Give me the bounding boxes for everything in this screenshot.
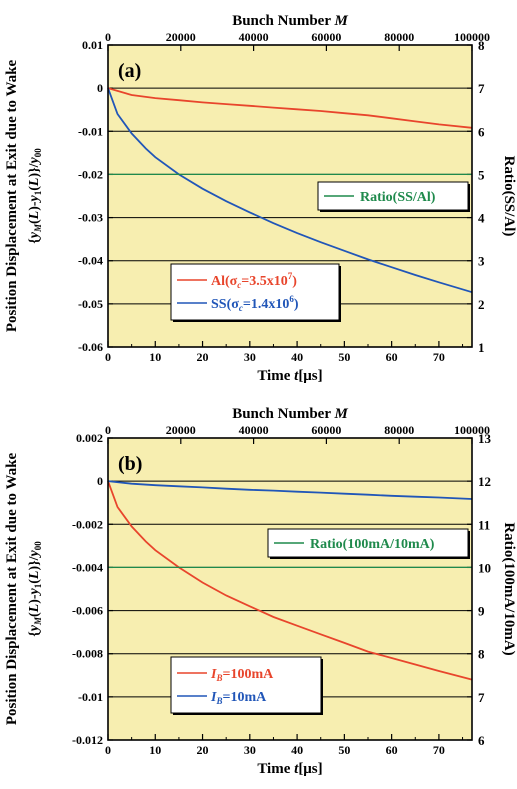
panel-label: (b) (118, 453, 142, 475)
y2-axis-title: Ratio(SS/Al) (501, 156, 517, 237)
y-tick-label: -0.04 (78, 254, 103, 268)
plot-frame (107, 437, 473, 741)
y2-tick-label: 8 (478, 38, 485, 53)
top-tick-label: 100000 (454, 423, 490, 437)
top-axis-title: Bunch Number M (232, 406, 348, 422)
y2-tick-label: 4 (478, 211, 485, 226)
y2-tick-label: 7 (478, 81, 485, 96)
x-tick-label: 0 (105, 743, 111, 757)
y-tick-label: -0.004 (72, 560, 103, 574)
y-tick-label: -0.06 (78, 340, 103, 354)
top-tick-label: 60000 (311, 423, 341, 437)
top-tick-label: 20000 (166, 423, 196, 437)
legend-ratio-box (317, 181, 469, 211)
top-axis-title: Bunch Number M (232, 13, 348, 29)
x-axis-title: Time t[μs] (257, 368, 322, 384)
y2-tick-label: 1 (478, 340, 485, 355)
chart-panel-b: 0.002 13 0 12 -0.002 11 -0.004 10 -0.006 9 -0.008 8… (4, 406, 517, 777)
x-tick-label: 60 (386, 350, 398, 364)
y2-tick-label: 10 (478, 560, 491, 575)
series-line-1 (107, 480, 473, 500)
x-tick-label: 70 (433, 743, 445, 757)
y-tick-label: -0.012 (72, 733, 103, 747)
top-tick-label: 80000 (384, 423, 414, 437)
legend-main-box (170, 263, 340, 321)
top-tick-label: 0 (105, 423, 111, 437)
y2-tick-label: 11 (478, 517, 490, 532)
y-tick-label: -0.03 (78, 211, 103, 225)
y-tick-label: -0.01 (78, 124, 103, 138)
top-tick-label: 60000 (311, 30, 341, 44)
x-tick-label: 50 (338, 350, 350, 364)
series-line-0 (107, 87, 473, 129)
x-tick-label: 10 (149, 350, 161, 364)
y2-tick-label: 3 (478, 254, 485, 269)
y2-tick-label: 8 (478, 647, 485, 662)
x-tick-label: 20 (197, 743, 209, 757)
legend-label: Ratio(100mA/10mA) (310, 537, 435, 552)
y2-tick-label: 13 (478, 431, 492, 446)
y-axis-title: {yM(L)-y1(L)}/y00 (27, 148, 43, 244)
legend-main-box (170, 656, 322, 714)
x-tick-label: 50 (338, 743, 350, 757)
y-axis-outer-title: Position Displacement at Exit due to Wak… (4, 453, 20, 726)
legend-label: Ratio(SS/Al) (360, 190, 436, 205)
y-tick-label: 0 (97, 81, 103, 95)
y-tick-label: 0.002 (76, 431, 103, 445)
y-tick-label: -0.006 (72, 604, 103, 618)
y-tick-label: -0.01 (78, 690, 103, 704)
top-tick-label: 100000 (454, 30, 490, 44)
top-tick-label: 40000 (239, 30, 269, 44)
series-line-0 (107, 480, 473, 681)
top-tick-label: 80000 (384, 30, 414, 44)
x-axis-title: Time t[μs] (257, 761, 322, 777)
legend-label: Al(σc=3.5x107) (211, 271, 297, 290)
chart-panel-a: 0.01 8 0 7 -0.01 6 -0.02 5 -0.03 4 -0.04 3 -0.05 2 -0.… (4, 13, 517, 384)
legend-label: SS(σc=1.4x106) (211, 294, 299, 313)
x-tick-label: 60 (386, 743, 398, 757)
x-tick-label: 20 (197, 350, 209, 364)
top-tick-label: 20000 (166, 30, 196, 44)
y-tick-label: -0.02 (78, 167, 103, 181)
y-tick-label: -0.008 (72, 647, 103, 661)
panel-label: (a) (118, 60, 141, 82)
y2-tick-label: 9 (478, 604, 485, 619)
top-tick-label: 40000 (239, 423, 269, 437)
top-tick-label: 0 (105, 30, 111, 44)
x-tick-label: 70 (433, 350, 445, 364)
y2-tick-label: 2 (478, 297, 485, 312)
y2-tick-label: 6 (478, 124, 485, 139)
y-tick-label: -0.002 (72, 517, 103, 531)
y-axis-outer-title: Position Displacement at Exit due to Wak… (4, 60, 20, 333)
x-tick-label: 30 (244, 350, 256, 364)
x-tick-label: 40 (291, 743, 303, 757)
y2-tick-label: 7 (478, 690, 485, 705)
y2-axis-title: Ratio(100mA/10mA) (501, 522, 517, 655)
y-tick-label: -0.05 (78, 297, 103, 311)
legend-label: IB=10mA (210, 690, 267, 706)
legend-label: IB=100mA (210, 667, 274, 683)
y2-tick-label: 12 (478, 474, 491, 489)
series-line-1 (107, 87, 473, 294)
y-axis-title: {yM(L)-y1(L)}/y00 (27, 541, 43, 637)
y-tick-label: 0 (97, 474, 103, 488)
x-tick-label: 40 (291, 350, 303, 364)
plot-frame (107, 44, 473, 348)
y2-tick-label: 5 (478, 167, 485, 182)
x-tick-label: 0 (105, 350, 111, 364)
x-tick-label: 30 (244, 743, 256, 757)
y2-tick-label: 6 (478, 733, 485, 748)
x-tick-label: 10 (149, 743, 161, 757)
y-tick-label: 0.01 (82, 38, 103, 52)
